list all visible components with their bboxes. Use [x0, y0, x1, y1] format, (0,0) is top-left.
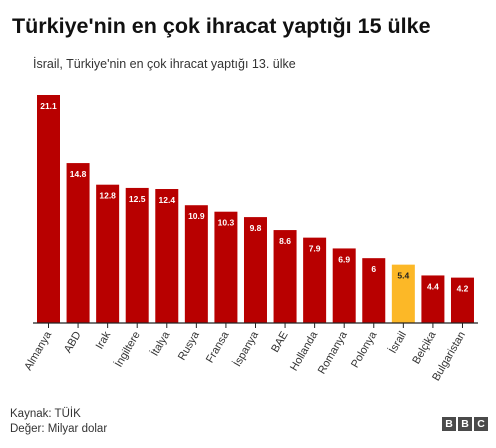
chart-title: Türkiye'nin en çok ihracat yaptığı 15 ül… — [12, 14, 431, 38]
data-label-4: 12.4 — [159, 195, 176, 205]
x-tick-label-4: İtalya — [148, 328, 173, 358]
source-note: Kaynak: TÜİK — [10, 408, 81, 420]
chart-subtitle: İsrail, Türkiye'nin en çok ihracat yaptı… — [33, 57, 296, 71]
data-label-6: 10.3 — [218, 218, 235, 228]
x-tick-label-1: ABD — [62, 329, 84, 355]
bbc-logo-letter: B — [442, 417, 456, 431]
bar-9 — [303, 237, 327, 323]
bbc-logo-letter: C — [474, 417, 488, 431]
data-label-8: 8.6 — [279, 236, 291, 246]
data-label-12: 5.4 — [397, 271, 409, 281]
bar-13 — [421, 275, 445, 323]
data-label-1: 14.8 — [70, 169, 87, 179]
bbc-logo-letter: B — [458, 417, 472, 431]
x-tick-label-12: İsrail — [386, 329, 409, 356]
data-label-0: 21.1 — [40, 101, 57, 111]
data-label-2: 12.8 — [99, 191, 116, 201]
bar-2 — [96, 184, 120, 323]
x-tick-label-6: Fransa — [204, 329, 232, 365]
bar-14 — [450, 277, 474, 323]
x-tick-label-5: Rusya — [176, 329, 202, 363]
x-tick-label-11: Polonya — [349, 329, 380, 370]
bar-1 — [66, 163, 90, 323]
data-label-5: 10.9 — [188, 211, 205, 221]
data-label-7: 9.8 — [250, 223, 262, 233]
bar-3 — [125, 187, 149, 323]
bar-4 — [155, 189, 179, 323]
x-tick-label-0: Almanya — [22, 329, 54, 373]
bar-12 — [391, 264, 415, 323]
bar-7 — [243, 217, 267, 323]
bar-0 — [37, 95, 60, 323]
unit-note: Değer: Milyar dolar — [10, 423, 108, 435]
bbc-logo: B B C — [442, 417, 488, 431]
bar-5 — [184, 205, 208, 323]
x-tick-label-8: BAE — [269, 330, 290, 355]
bar-6 — [214, 211, 238, 323]
data-label-14: 4.2 — [457, 284, 469, 294]
bar-10 — [332, 248, 356, 323]
x-tick-label-3: İngiltere — [112, 329, 143, 369]
x-tick-label-10: Romanya — [316, 329, 350, 377]
data-label-10: 6.9 — [338, 254, 350, 264]
data-label-13: 4.4 — [427, 281, 439, 291]
data-label-9: 7.9 — [309, 244, 321, 254]
x-tick-label-7: İspanya — [231, 328, 262, 369]
bar-11 — [362, 258, 386, 323]
x-tick-label-9: Hollanda — [288, 329, 321, 373]
x-tick-label-13: Belçika — [410, 329, 439, 366]
bar-8 — [273, 230, 297, 323]
x-tick-label-2: Irak — [94, 329, 114, 351]
data-label-3: 12.5 — [129, 194, 146, 204]
data-label-11: 6 — [371, 264, 376, 274]
